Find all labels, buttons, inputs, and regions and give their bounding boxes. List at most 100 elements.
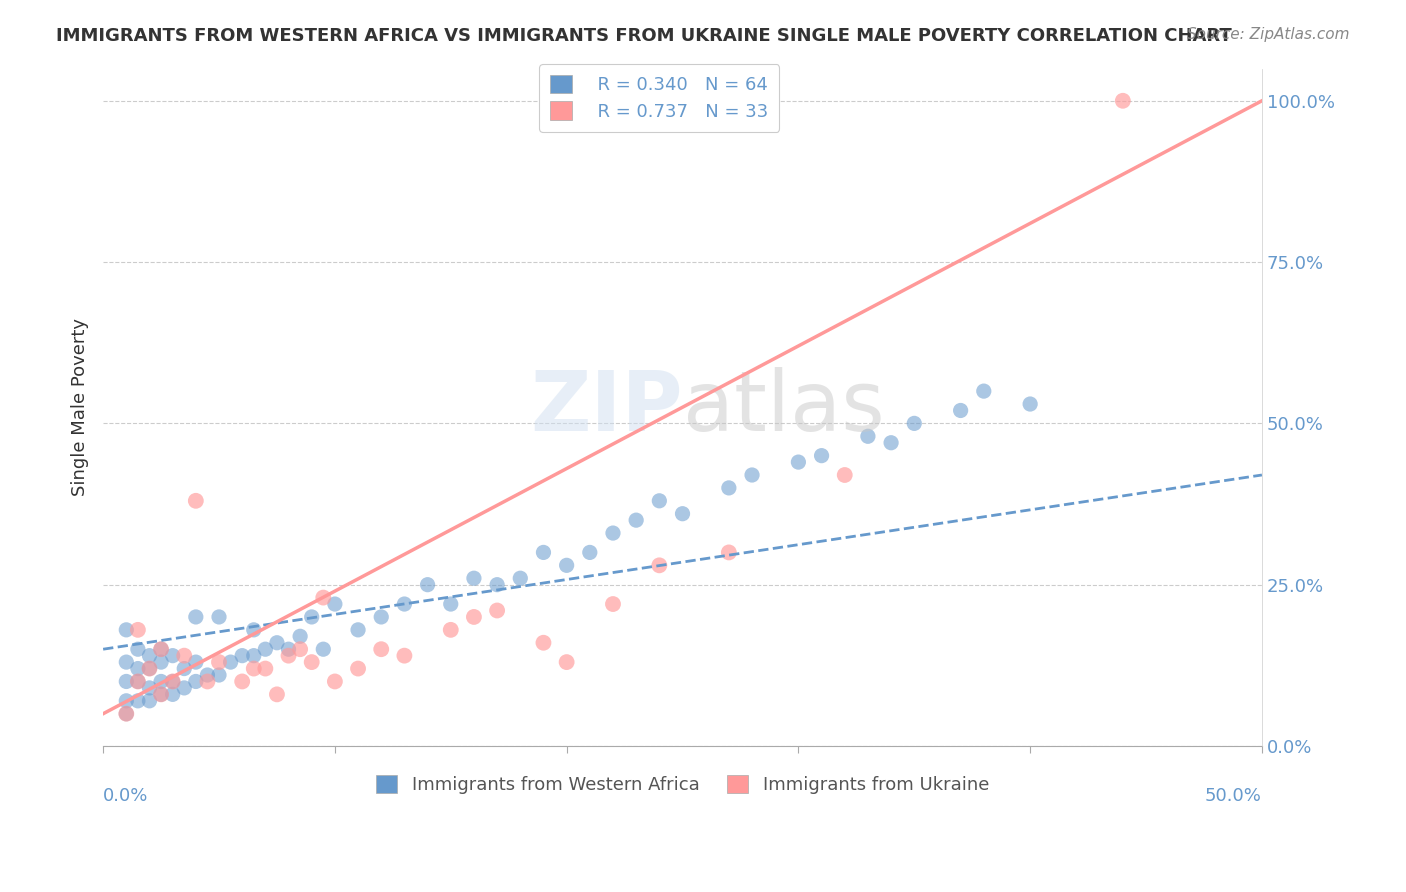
Point (880, 435, 903, 450)
Point (138, 662, 160, 676)
Point (578, 545, 600, 559)
Point (242, 648, 264, 663)
Point (1112, 94, 1135, 108)
Point (312, 642, 335, 657)
Point (173, 648, 195, 663)
Point (115, 706, 138, 721)
Point (463, 610, 485, 624)
Point (555, 558, 578, 573)
Point (602, 526, 624, 541)
Point (138, 694, 160, 708)
Point (440, 597, 463, 611)
Point (150, 642, 173, 657)
Point (115, 655, 138, 669)
Point (671, 507, 693, 521)
Point (416, 577, 439, 591)
Point (173, 681, 195, 695)
Point (231, 648, 253, 663)
Point (208, 610, 231, 624)
Point (648, 493, 671, 508)
Point (127, 694, 149, 708)
Text: 0.0%: 0.0% (103, 787, 149, 805)
Point (162, 687, 184, 701)
Point (231, 674, 253, 689)
Point (440, 623, 463, 637)
Point (150, 655, 173, 669)
Point (533, 636, 555, 650)
Point (277, 648, 299, 663)
Point (394, 597, 416, 611)
Point (115, 706, 138, 721)
Point (150, 687, 173, 701)
Point (208, 668, 231, 682)
Point (127, 674, 149, 689)
Point (717, 481, 740, 495)
Point (949, 403, 972, 417)
Point (138, 662, 160, 676)
Point (242, 662, 264, 676)
Point (115, 694, 138, 708)
Text: 50.0%: 50.0% (1205, 787, 1263, 805)
Point (301, 610, 323, 624)
Point (787, 455, 810, 469)
Point (394, 648, 416, 663)
Point (197, 674, 219, 689)
Point (1019, 397, 1042, 411)
Point (150, 674, 173, 689)
Point (370, 642, 392, 657)
Point (277, 642, 299, 657)
Point (463, 571, 485, 585)
Point (717, 545, 740, 559)
Point (903, 417, 925, 431)
Text: IMMIGRANTS FROM WESTERN AFRICA VS IMMIGRANTS FROM UKRAINE SINGLE MALE POVERTY CO: IMMIGRANTS FROM WESTERN AFRICA VS IMMIGR… (56, 27, 1232, 45)
Point (266, 636, 288, 650)
Point (127, 674, 149, 689)
Point (323, 597, 346, 611)
Point (741, 468, 763, 483)
Point (138, 648, 160, 663)
Point (266, 687, 288, 701)
Point (323, 674, 346, 689)
Point (184, 493, 207, 508)
Point (173, 662, 195, 676)
Point (254, 662, 277, 676)
Point (254, 642, 277, 657)
Text: ZIP: ZIP (530, 367, 682, 448)
Point (288, 629, 311, 643)
Point (602, 597, 624, 611)
Y-axis label: Single Male Poverty: Single Male Poverty (72, 318, 89, 496)
Point (197, 668, 219, 682)
Point (555, 655, 578, 669)
Text: Source: ZipAtlas.com: Source: ZipAtlas.com (1187, 27, 1350, 42)
Point (856, 429, 879, 443)
Point (138, 681, 160, 695)
Point (347, 662, 370, 676)
Point (486, 603, 509, 617)
Point (301, 655, 323, 669)
Point (624, 513, 647, 527)
Point (115, 674, 138, 689)
Point (208, 655, 231, 669)
Point (127, 623, 149, 637)
Point (312, 591, 335, 605)
Point (973, 384, 995, 398)
Point (162, 674, 184, 689)
Point (150, 642, 173, 657)
Point (127, 662, 149, 676)
Point (834, 468, 856, 483)
Point (810, 449, 832, 463)
Point (162, 674, 184, 689)
Point (219, 655, 242, 669)
Point (115, 623, 138, 637)
Point (288, 642, 311, 657)
Point (648, 558, 671, 573)
Point (533, 545, 555, 559)
Point (347, 623, 370, 637)
Point (184, 674, 207, 689)
Point (184, 655, 207, 669)
Point (509, 571, 531, 585)
Point (127, 642, 149, 657)
Point (370, 610, 392, 624)
Point (242, 623, 264, 637)
Point (150, 687, 173, 701)
